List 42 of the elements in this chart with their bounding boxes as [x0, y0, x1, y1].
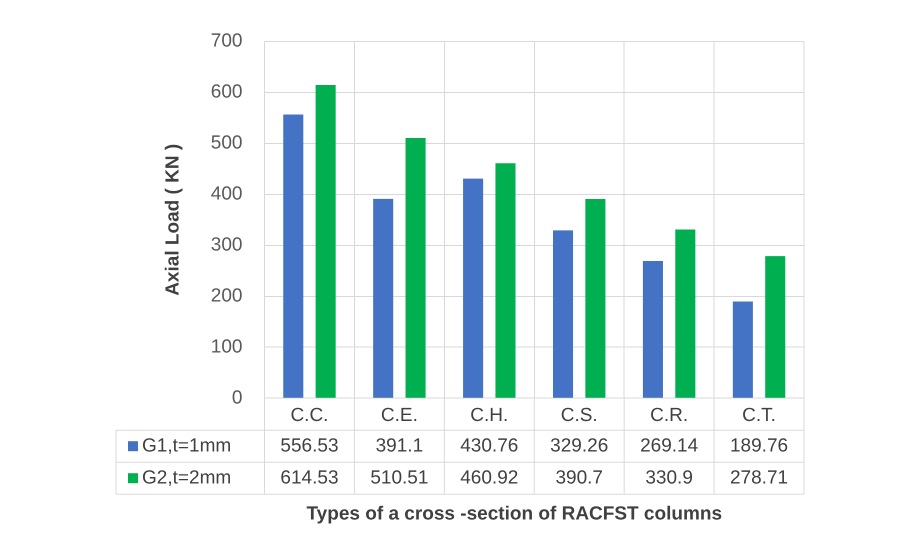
bar: [642, 261, 663, 398]
legend-label: G1,t=1mm: [142, 435, 232, 456]
data-label: 278.71: [730, 467, 788, 488]
bar: [406, 138, 426, 398]
x-tick-label: C.T.: [742, 404, 776, 426]
x-tick-label: C.E.: [380, 404, 418, 426]
x-tick-label: C.R.: [650, 404, 688, 426]
data-label: 330.9: [645, 467, 693, 488]
data-label: 391.1: [376, 435, 424, 456]
x-axis-title: Types of a cross -section of RACFST columns: [306, 503, 722, 524]
bar: [552, 230, 574, 398]
y-tick-label: 200: [210, 285, 242, 306]
x-tick-label: C.H.: [470, 404, 508, 426]
bar: [765, 256, 786, 398]
bar: [373, 198, 394, 398]
bar: [283, 114, 304, 398]
y-tick-label: 700: [210, 30, 242, 52]
y-tick-label: 500: [210, 132, 242, 154]
x-tick-label: C.C.: [290, 404, 328, 426]
data-label: 556.53: [280, 435, 339, 456]
data-label: 510.51: [370, 467, 428, 488]
data-label: 390.7: [555, 467, 603, 488]
bar: [585, 199, 606, 398]
bar: [463, 178, 484, 398]
data-label: 189.76: [730, 435, 788, 456]
data-label: 269.14: [640, 435, 699, 456]
data-label: 460.92: [460, 467, 518, 488]
x-tick-label: C.S.: [560, 404, 598, 426]
y-tick-label: 0: [232, 387, 242, 408]
legend-label: G2,t=2mm: [142, 467, 232, 488]
data-label: 329.26: [550, 435, 608, 456]
y-tick-label: 300: [210, 234, 242, 256]
y-axis-title: Axial Load ( KN ): [162, 144, 184, 296]
data-label: 430.76: [460, 435, 518, 456]
bar: [495, 163, 516, 398]
bar: [675, 230, 696, 398]
y-tick-label: 100: [210, 336, 242, 358]
bar: [316, 84, 336, 398]
y-tick-label: 600: [210, 82, 242, 103]
bar: [732, 301, 753, 398]
y-tick-label: 400: [210, 184, 242, 205]
data-label: 614.53: [280, 467, 339, 488]
